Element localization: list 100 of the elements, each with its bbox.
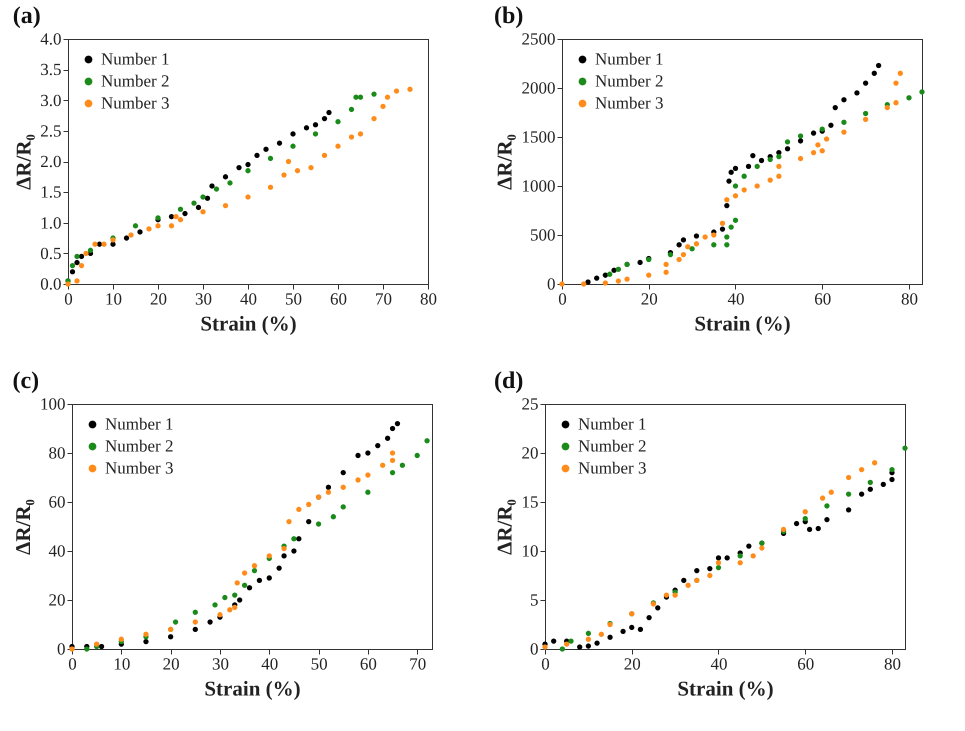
point [638,626,644,632]
x-tick-label: 40 [727,290,744,308]
y-tick-label: 3.0 [40,90,62,110]
point [694,233,700,239]
point [880,482,886,487]
point [889,467,895,472]
point [276,140,282,146]
point [724,197,730,202]
y-tick-label: 5 [530,590,538,610]
point [322,152,328,158]
point [143,639,149,644]
point [738,553,743,559]
point [854,90,860,96]
point [204,196,210,201]
x-tick-label: 10 [105,290,122,308]
point [200,194,206,200]
x-axis-title: Strain (%) [694,312,791,336]
point [758,158,764,164]
point [620,628,626,634]
y-tick-label: 0 [57,640,66,658]
x-tick-label: 20 [624,654,641,674]
point [676,256,682,262]
y-tick-label: 20 [522,444,538,462]
point [806,526,812,532]
point [74,260,80,266]
point [711,232,716,238]
point [143,632,149,637]
point [306,518,312,524]
y-tick-label: 2500 [522,30,556,48]
legend-label: Number 3 [578,458,646,478]
point [168,634,174,640]
y-tick-label: 1.5 [40,182,62,202]
point [98,644,104,650]
point [841,120,847,125]
point [716,555,722,560]
legend-label: Number 2 [595,72,664,90]
y-tick-label: 4.0 [40,30,62,48]
x-tick-label: 30 [212,654,229,674]
legend-label: Number 1 [578,414,646,434]
point [680,252,686,258]
point [862,110,868,116]
y-tick-label: 25 [522,394,538,414]
point [192,626,198,632]
point [266,553,272,559]
point [802,516,808,522]
point [820,148,825,154]
point [724,242,730,248]
point [232,604,238,610]
point [568,638,574,644]
point [754,164,760,170]
point [893,100,899,106]
y-axis-title: ΔR/R₀ [492,134,516,190]
point [738,560,743,566]
point [919,89,925,95]
x-axis-title: Strain (%) [677,676,774,700]
point [694,241,700,246]
x-tick-label: 80 [900,290,918,308]
x-tick-label: 80 [884,654,901,674]
point [732,218,738,223]
point [685,244,690,250]
point [676,242,682,248]
chart-title: (c) [12,368,40,394]
point [118,636,124,642]
point [702,234,708,240]
x-tick-label: 20 [150,290,167,308]
point [407,86,413,92]
y-axis-title: ΔR/R₀ [11,134,36,190]
point [263,146,269,152]
point [802,509,808,514]
point [246,585,252,590]
point [607,634,613,640]
point [371,91,377,97]
x-tick-label: 50 [285,290,302,308]
point [234,580,240,586]
y-tick-label: 2.0 [40,152,62,171]
point [290,144,296,149]
point [168,214,174,220]
point [820,495,826,501]
point [828,490,834,495]
point [222,202,228,208]
point [742,187,747,193]
point [266,575,272,581]
y-tick-label: 15 [522,492,538,512]
point [616,266,622,272]
x-tick-label: 10 [113,654,130,674]
x-tick-label: 50 [310,654,328,674]
point [637,260,643,266]
point [560,646,565,652]
point [212,602,218,608]
point [732,183,738,189]
y-tick-label: 500 [530,226,556,244]
x-tick-label: 60 [360,654,377,674]
point [629,624,634,630]
point [824,517,830,522]
y-axis-title: ΔR/R₀ [11,499,35,555]
point [268,184,274,190]
point [707,566,712,572]
point [394,88,400,94]
point [586,643,592,649]
point [872,70,877,76]
